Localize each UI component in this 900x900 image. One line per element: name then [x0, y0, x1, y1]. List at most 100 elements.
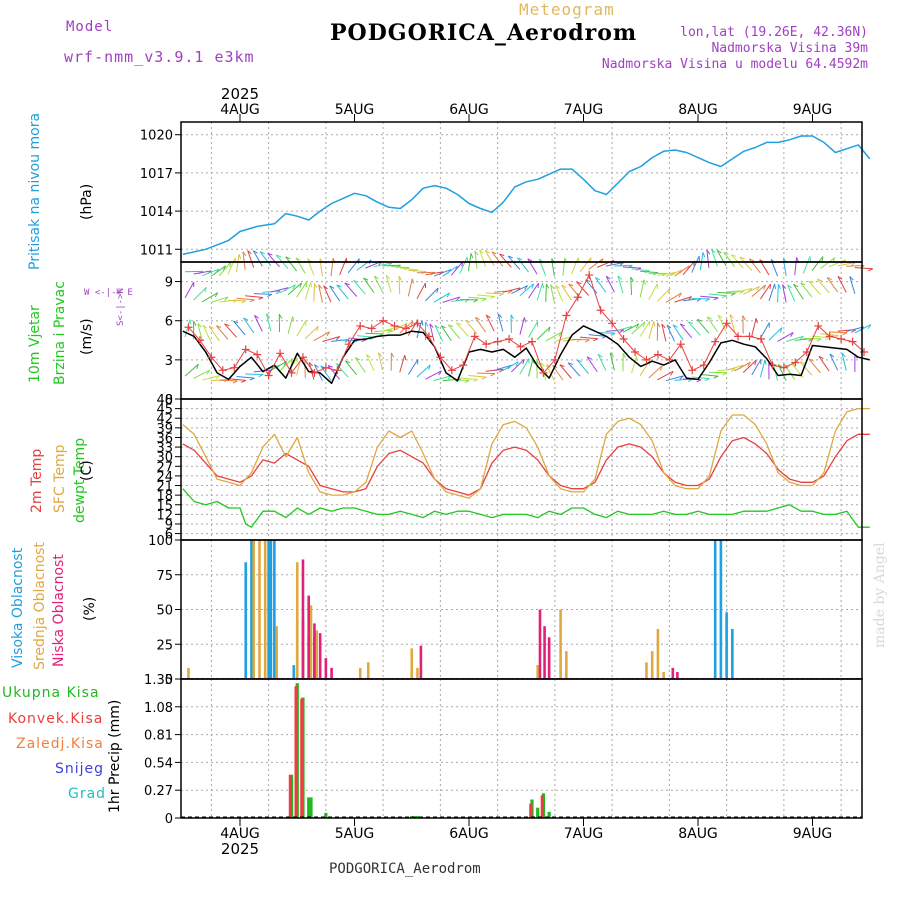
- wind-arrow: [597, 354, 607, 371]
- year-top: 2025: [221, 85, 259, 103]
- wind-arrow-head: [559, 364, 565, 368]
- wind-arrow-head: [818, 355, 824, 359]
- wind-arrow-head: [653, 321, 656, 327]
- wind-arrow-head: [817, 278, 823, 282]
- wind-arrow: [511, 358, 525, 373]
- wind-arrow: [739, 256, 753, 271]
- gust-marker: [550, 355, 559, 364]
- wind-arrow-head: [355, 357, 360, 361]
- wind-arrow: [696, 319, 710, 334]
- wind-arrow: [657, 271, 676, 276]
- mid-cloud-bar: [536, 665, 539, 679]
- wind-arrow-head: [329, 285, 335, 289]
- wind-arrow-head: [670, 371, 674, 376]
- wind-arrow: [837, 276, 847, 293]
- wind-arrow: [630, 276, 633, 296]
- wind-arrow-head: [723, 251, 729, 255]
- wind-arrow: [447, 324, 461, 340]
- wind-arrow: [193, 369, 210, 379]
- wind-arrow-head: [232, 380, 238, 384]
- wind-arrow: [219, 379, 238, 382]
- y-tick-label: 45: [156, 403, 173, 418]
- wind-arrow-head: [731, 254, 737, 257]
- conv-precip-bar: [540, 795, 544, 818]
- footer-station: PODGORICA_Aerodrom: [329, 861, 481, 877]
- gust-marker: [505, 334, 514, 343]
- wind-arrow-head: [366, 354, 371, 358]
- wind-arrow: [580, 336, 599, 340]
- gust-marker: [527, 337, 536, 346]
- wind-arrow: [243, 317, 255, 334]
- wind-arrow-head: [643, 279, 646, 285]
- wind-arrow: [674, 265, 690, 277]
- total-precip-bar: [415, 815, 420, 818]
- y-tick-label: 9: [165, 518, 173, 533]
- y-tick-label: 12: [156, 508, 173, 523]
- wind-arrow: [442, 296, 460, 303]
- wind-arrow-head: [507, 255, 513, 259]
- mid-cloud-bar: [645, 662, 648, 679]
- wind-arrow-head: [410, 320, 414, 326]
- wind-arrow-head: [295, 257, 301, 261]
- wind-arrow-head: [706, 249, 711, 255]
- wind-arrow-head: [517, 257, 523, 261]
- y-tick-label: 15: [156, 499, 173, 514]
- high-cloud-bar: [267, 540, 270, 679]
- wind-arrow: [802, 256, 811, 274]
- wind-arrow: [759, 283, 771, 300]
- wind-arrow-head: [292, 284, 296, 290]
- legend-frozen-rain: Zaledj.Kisa: [16, 736, 104, 752]
- wind-arrow: [528, 282, 539, 299]
- total-precip-bar: [547, 811, 551, 818]
- high-cloud-bar: [292, 665, 296, 679]
- wind-arrow: [605, 262, 624, 267]
- wind-arrow-head: [247, 250, 252, 255]
- wind-arrow-head: [696, 379, 702, 383]
- wind-arrow: [588, 258, 604, 270]
- wind-arrow: [555, 285, 564, 303]
- wind-arrow-head: [204, 287, 207, 293]
- wind-arrow-head: [316, 326, 319, 332]
- y-tick-label: 75: [156, 569, 173, 584]
- wind-arrow: [828, 259, 846, 268]
- wind-arrow: [202, 325, 212, 342]
- wind-arrow-head: [576, 359, 582, 363]
- wind-arrow-head: [481, 376, 487, 380]
- wind-arrow: [837, 261, 856, 267]
- gust-marker: [195, 336, 204, 345]
- wind-arrow-head: [609, 352, 614, 357]
- y-tick-label: 3: [165, 354, 173, 369]
- legend-conv-rain: Konvek.Kisa: [8, 711, 104, 727]
- wind-arrow: [344, 360, 358, 376]
- wind-arrow: [597, 332, 616, 334]
- wind-arrow: [270, 287, 289, 293]
- wind-arrow-head: [456, 322, 462, 326]
- conv-precip-bar: [294, 686, 298, 818]
- wind-arrow-head: [829, 353, 835, 358]
- wind-arrow-head: [440, 325, 446, 329]
- gust-marker: [573, 293, 582, 302]
- wind-arrow-head: [385, 274, 391, 280]
- wind-arrow-head: [242, 251, 247, 257]
- gust-marker: [493, 337, 502, 346]
- gust-marker: [711, 337, 720, 346]
- wind-arrow-head: [318, 284, 323, 289]
- y-tick-label: 33: [156, 441, 173, 456]
- wind-arrow-head: [361, 339, 367, 343]
- pressure-line: [182, 135, 871, 256]
- model-name: wrf-nmm_v3.9.1 e3km: [64, 48, 255, 66]
- wind-arrow: [407, 359, 419, 375]
- wind-arrow: [193, 270, 212, 275]
- wind-arrow-head: [425, 321, 429, 327]
- wind-arrow-head: [841, 352, 846, 358]
- temp-sfc-line: [182, 407, 870, 499]
- wind-arrow: [742, 359, 757, 373]
- legend-graupel: Grad: [68, 786, 107, 802]
- wind-arrow-head: [515, 361, 519, 367]
- wind-arrow: [777, 284, 779, 303]
- high-cloud-bar: [244, 562, 248, 679]
- wind-arrow-head: [536, 360, 540, 366]
- wind-arrow-head: [189, 319, 192, 325]
- wind-arrow-head: [597, 353, 603, 358]
- wind-arrow: [729, 314, 736, 332]
